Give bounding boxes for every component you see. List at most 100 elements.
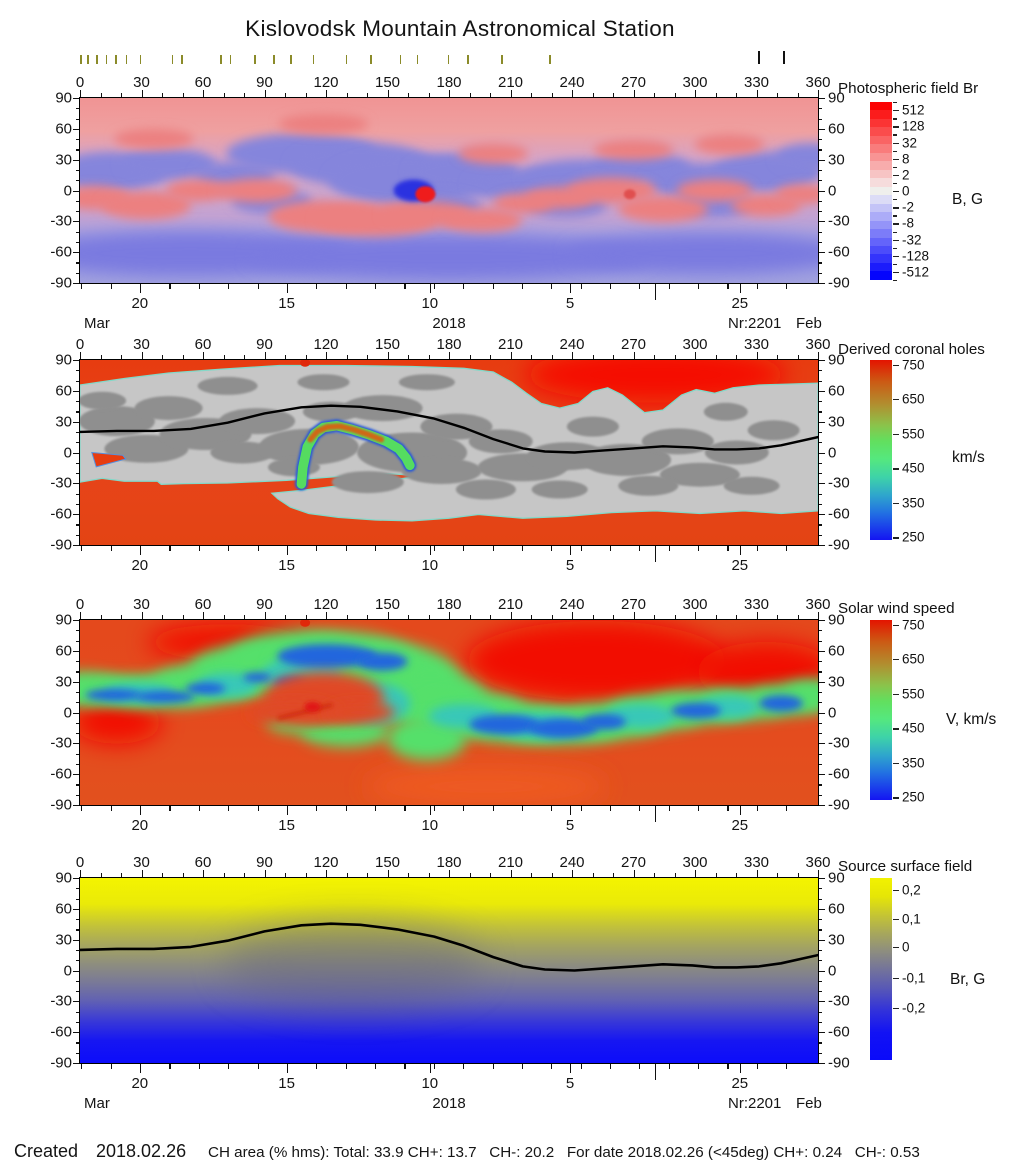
ch-area-summary: CH area (% hms): Total: 33.9 CH+: 13.7 C… (208, 1144, 920, 1161)
lat-tick (73, 390, 79, 392)
colorbar-tick (893, 207, 899, 209)
lon-tick (141, 352, 143, 359)
lat-tick (76, 929, 79, 931)
lon-tick (346, 93, 348, 97)
observation-tick (139, 55, 142, 64)
lon-tick (633, 352, 635, 359)
lon-tick-label: 120 (313, 336, 339, 353)
lon-tick (449, 90, 451, 97)
date-tick (739, 806, 741, 815)
lat-tick (73, 620, 79, 622)
lat-tick (76, 753, 79, 755)
date-tick-label: 25 (731, 295, 749, 312)
lon-tick (674, 355, 676, 359)
date-minor-tick (756, 1064, 758, 1069)
date-minor-tick (698, 1064, 700, 1069)
lat-tick (73, 159, 79, 161)
lon-tick-label: 0 (75, 74, 85, 91)
lat-tick (76, 200, 79, 202)
page-title: Kislovodsk Mountain Astronomical Station (245, 16, 675, 41)
plot-area-panel-4 (79, 877, 819, 1064)
lat-tick-label: -90 (50, 796, 72, 814)
lat-tick (819, 960, 822, 962)
observation-tick (171, 55, 174, 64)
month-label-left: Mar (84, 315, 110, 332)
lat-tick (819, 514, 825, 516)
lon-tick (777, 873, 779, 877)
lon-tick (797, 615, 799, 619)
lat-tick (76, 630, 79, 632)
lon-tick-label: 240 (559, 854, 585, 871)
date-minor-tick (257, 284, 259, 289)
lat-tick (76, 139, 79, 141)
lat-tick-label: 0 (828, 444, 837, 461)
lat-tick (73, 452, 79, 454)
lon-tick-label: 60 (194, 336, 212, 353)
date-tick-label: 20 (131, 557, 149, 574)
lon-tick (490, 873, 492, 877)
lon-tick (613, 873, 615, 877)
date-minor-tick (81, 546, 83, 551)
lat-tick (73, 805, 79, 807)
lat-tick (819, 991, 822, 993)
lat-tick (76, 661, 79, 663)
colorbar-title: Derived coronal holes (838, 341, 985, 358)
colorbar-tick (893, 191, 899, 193)
lon-tick (162, 93, 164, 97)
lat-tick (76, 108, 79, 110)
colorbar-segment (870, 135, 892, 145)
lon-tick (613, 93, 615, 97)
lat-tick-label: 90 (55, 611, 72, 629)
lon-tick (80, 612, 82, 619)
lat-tick (76, 524, 79, 526)
lon-tick-label: 300 (682, 336, 708, 353)
month-boundary-tick (654, 284, 657, 300)
date-minor-tick (463, 1064, 465, 1069)
lon-tick-label: 360 (805, 854, 831, 871)
lat-tick-label: 60 (828, 642, 845, 660)
colorbar-panel-3 (870, 620, 892, 800)
colorbar-tick (893, 977, 899, 980)
lat-tick (819, 681, 825, 683)
month-label-left: Mar (84, 1095, 110, 1112)
colorbar-tick (893, 174, 899, 177)
lon-tick (428, 355, 430, 359)
colorbar-tick-label: 450 (902, 720, 925, 736)
date-minor-tick (727, 546, 729, 551)
date-minor-tick (727, 284, 729, 289)
lon-tick (736, 93, 738, 97)
colorbar-minor-tick (893, 247, 897, 249)
date-minor-tick (433, 546, 435, 551)
lat-tick (819, 211, 822, 213)
lat-tick-label: 30 (55, 151, 72, 169)
lat-tick (819, 139, 822, 141)
colorbar-tick (893, 947, 899, 949)
year-label: 2018 (432, 315, 466, 332)
lon-tick (695, 870, 697, 877)
lat-tick (819, 784, 822, 786)
lon-tick (346, 873, 348, 877)
lat-tick (819, 949, 822, 952)
colorbar-tick-label: 32 (902, 135, 918, 150)
date-minor-tick (492, 546, 494, 551)
lat-tick-label: 60 (828, 382, 845, 400)
lat-tick-label: -90 (828, 274, 850, 292)
lat-tick (76, 118, 79, 120)
lon-tick-label: 180 (436, 74, 462, 91)
lon-tick (326, 870, 328, 877)
colorbar-segment (870, 271, 892, 280)
lat-tick-label: -30 (828, 992, 850, 1010)
lon-tick-label: 300 (682, 854, 708, 871)
colorbar-segment (870, 212, 892, 221)
colorbar-title: Source surface field (838, 858, 973, 875)
lon-tick (408, 355, 410, 359)
lat-tick-label: 0 (63, 444, 72, 461)
date-minor-tick (198, 1064, 200, 1069)
lat-tick (76, 411, 79, 413)
date-minor-tick (521, 546, 523, 551)
lon-tick (572, 90, 574, 97)
lat-tick (73, 681, 79, 683)
lon-tick (715, 355, 717, 359)
lat-tick (73, 545, 79, 547)
map-panel-4 (80, 878, 818, 1063)
